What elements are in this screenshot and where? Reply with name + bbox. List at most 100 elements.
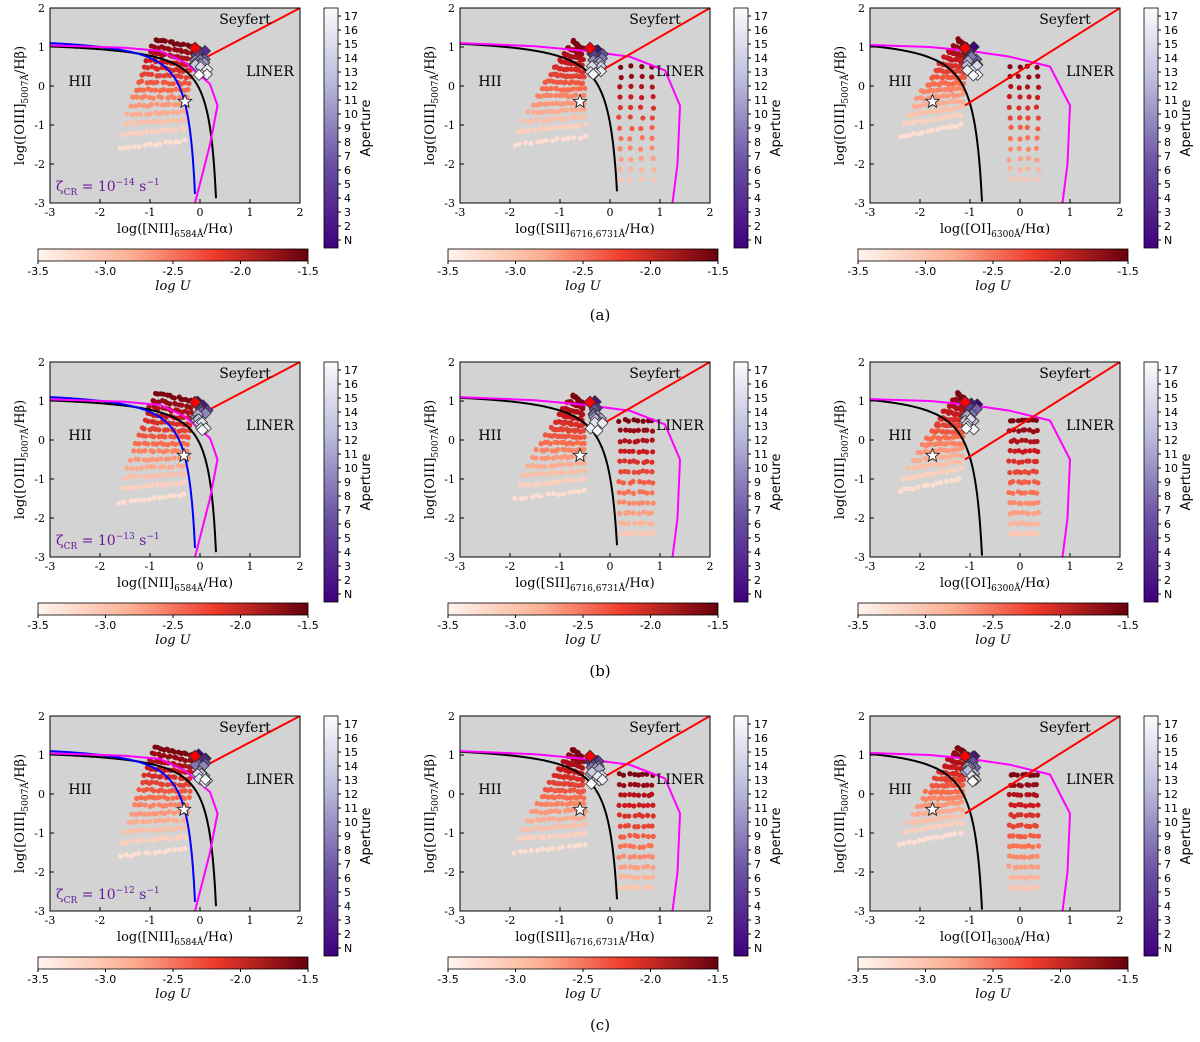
model-point: [623, 874, 629, 880]
model-point: [1016, 146, 1022, 152]
model-point: [1034, 94, 1041, 101]
model-point: [617, 427, 623, 433]
model-point: [627, 864, 634, 870]
model-point: [1035, 874, 1041, 880]
model-point: [1018, 792, 1024, 798]
model-point: [1035, 449, 1041, 455]
logU-tick-label: -1.5: [297, 619, 318, 632]
model-point: [644, 438, 650, 444]
model-point: [156, 849, 162, 855]
model-point: [165, 796, 171, 802]
model-point: [572, 822, 578, 828]
panel-b-oi: -3 -2 -1 0 1 2-3-2-1012SeyfertLINERHIIlog([OI…: [833, 356, 1194, 648]
aperture-tick-label: 9: [1164, 476, 1171, 489]
model-point: [517, 836, 523, 842]
model-boundary-line: [460, 396, 681, 557]
plot-frame: [49, 715, 301, 912]
model-point: [154, 420, 160, 426]
model-point: [1006, 791, 1012, 798]
model-point: [564, 100, 571, 106]
model-point: [649, 530, 655, 536]
model-point: [953, 123, 959, 130]
model-point: [548, 116, 554, 122]
model-point: [185, 86, 191, 93]
aperture-colorbar: [733, 361, 749, 603]
logU-tick-label: -3.0: [95, 265, 116, 278]
model-point: [1018, 802, 1024, 808]
model-point: [1025, 166, 1031, 172]
model-point: [566, 477, 572, 483]
model-point: [916, 810, 923, 816]
plot-area: [870, 716, 1120, 911]
model-point: [141, 457, 147, 463]
model-point: [648, 885, 655, 891]
model-point: [905, 828, 911, 834]
model-point: [567, 489, 573, 495]
model-point: [953, 112, 959, 118]
model-point: [924, 836, 930, 842]
model-point: [533, 455, 539, 461]
model-point: [645, 823, 651, 829]
y-axis-label: log([OIII]5007Å/Hβ): [13, 46, 31, 165]
model-point: [553, 470, 559, 476]
model-point: [170, 81, 176, 87]
model-point: [943, 441, 950, 447]
model-point: [150, 95, 156, 101]
x-tick-label: -1: [965, 206, 976, 219]
model-point: [124, 840, 130, 846]
x-tick-label: 0: [197, 206, 204, 219]
model-point: [618, 64, 624, 70]
plot-frame: [459, 715, 711, 912]
aperture-colorbar: [733, 715, 749, 957]
aperture-tick-label: 2: [754, 928, 761, 941]
plot-frame: [869, 715, 1121, 912]
aperture-tick-label: 11: [1164, 448, 1178, 461]
aperture-tick-label: 15: [344, 38, 358, 51]
model-point: [922, 471, 929, 477]
model-point: [183, 824, 189, 831]
aperture-tick-label: 4: [344, 192, 351, 205]
x-tick-label: -3: [45, 206, 56, 219]
model-point: [636, 469, 642, 475]
model-point: [560, 816, 566, 822]
model-point: [171, 395, 177, 401]
model-point: [551, 479, 558, 485]
logU-tick-label: -3.0: [915, 619, 936, 632]
aperture-tick-label: 3: [344, 206, 351, 219]
model-point: [639, 73, 645, 80]
model-point: [913, 458, 919, 464]
model-point: [572, 831, 578, 838]
model-point: [944, 114, 950, 120]
x-tick-label: -1: [145, 206, 156, 219]
nucleus-diamond: [958, 41, 972, 55]
model-point: [1035, 499, 1041, 506]
model-point: [521, 118, 527, 124]
model-point: [1034, 135, 1040, 141]
model-point: [581, 759, 587, 765]
model-point: [914, 819, 920, 825]
model-point: [1018, 822, 1024, 828]
logU-tick-label: -2.5: [982, 973, 1003, 986]
y-tick-label: 2: [38, 356, 45, 369]
aperture-tick-label: 3: [1164, 914, 1171, 927]
model-point: [568, 454, 575, 460]
model-point: [146, 473, 152, 479]
model-point: [179, 825, 185, 831]
model-point: [934, 108, 941, 114]
model-point: [576, 489, 582, 495]
model-point: [143, 128, 150, 134]
model-point: [531, 834, 537, 840]
y-tick-label: -1: [34, 119, 45, 132]
model-point: [1023, 521, 1029, 527]
model-point: [180, 41, 187, 47]
model-point: [1034, 521, 1040, 527]
model-point: [948, 113, 954, 119]
model-point: [638, 155, 644, 161]
x-axis-label: log([OI]6300Å/Hα): [940, 930, 1050, 948]
x-tick-label: 0: [607, 206, 614, 219]
model-point: [958, 465, 964, 472]
model-point: [142, 474, 148, 480]
model-point: [1017, 124, 1023, 130]
model-point: [929, 462, 935, 468]
zeta-cr-label: ζCR = 10−13 s−1: [56, 532, 160, 552]
